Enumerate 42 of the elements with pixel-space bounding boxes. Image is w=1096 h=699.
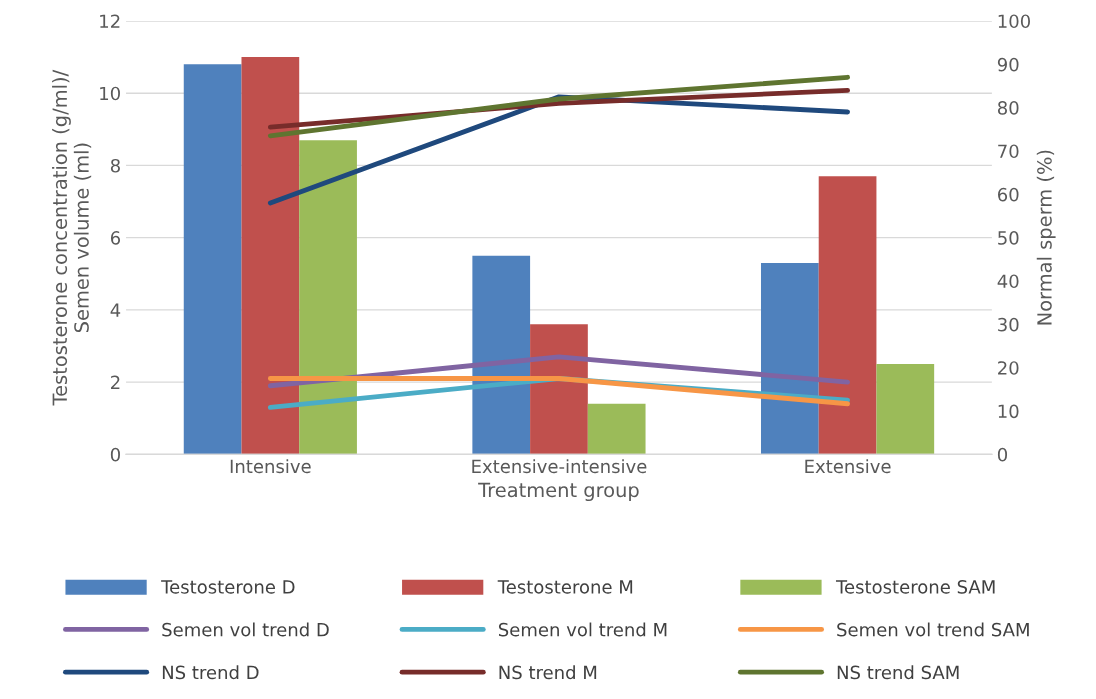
x-tick-label: Intensive	[230, 459, 311, 474]
bar	[876, 364, 935, 455]
legend-label: Semen vol trend M	[498, 622, 667, 637]
x-tick-label: Extensive-intensive	[472, 459, 647, 474]
legend-label: Testosterone SAM	[835, 580, 995, 594]
y-tick-label: 6	[110, 231, 121, 245]
y2-tick-label: 60	[998, 187, 1019, 202]
y-tick-label: 12	[100, 14, 120, 28]
y2-tick-label: 40	[997, 274, 1019, 289]
y2-tick-label: 0	[997, 447, 1008, 462]
y2-axis-title: Normal sperm (%)	[1036, 150, 1056, 325]
legend-label: Semen vol trend SAM	[837, 622, 1029, 637]
y2-tick-label: 30	[998, 317, 1019, 332]
y-tick-label: 0	[110, 447, 120, 462]
y-tick-label: 4	[110, 303, 121, 317]
x-tick-label: Extensive	[805, 459, 891, 474]
bar	[760, 262, 819, 455]
y2-tick-label: 70	[998, 144, 1019, 159]
y-tick-label: 2	[111, 375, 120, 389]
legend-label: NS trend D	[162, 665, 259, 680]
legend-label: Testosterone D	[161, 580, 295, 594]
y2-tick-label: 80	[997, 101, 1019, 115]
legend-label: Testosterone M	[497, 580, 633, 594]
bar	[587, 403, 646, 455]
bar	[818, 176, 877, 455]
legend-label: Semen vol trend D	[162, 622, 329, 637]
y2-tick-label: 20	[998, 361, 1019, 375]
y-axis-title: Testosterone concentration (g/ml)/ Semen volume (ml)	[52, 69, 92, 406]
bar	[299, 140, 357, 455]
y-tick-label: 8	[110, 158, 120, 173]
x-axis-title: Treatment group	[478, 482, 639, 502]
bar	[530, 324, 588, 455]
bar	[472, 255, 531, 455]
y2-tick-label: 100	[998, 14, 1031, 29]
legend-label: NS trend SAM	[837, 665, 959, 680]
legend-label: NS trend M	[499, 665, 597, 680]
y2-tick-label: 90	[997, 57, 1019, 72]
y2-tick-label: 10	[998, 404, 1019, 419]
y-tick-label: 10	[100, 86, 120, 101]
bar	[241, 57, 300, 455]
bar	[183, 64, 242, 455]
y2-tick-label: 50	[998, 231, 1019, 245]
